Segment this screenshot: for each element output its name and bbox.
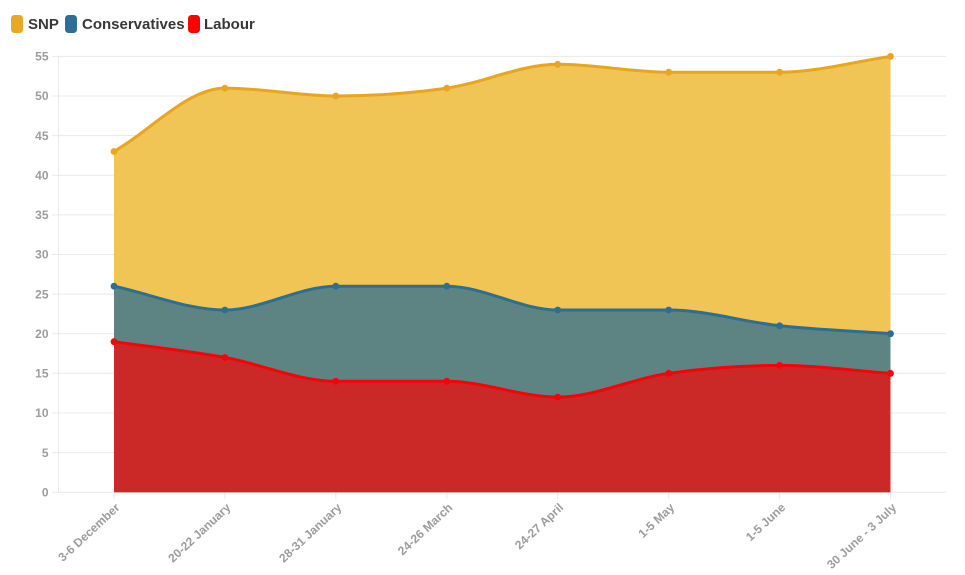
svg-text:0: 0 [42,485,49,499]
svg-text:25: 25 [35,287,49,301]
svg-text:50: 50 [35,89,49,103]
svg-text:28-31 January: 28-31 January [276,500,344,565]
svg-text:5: 5 [42,446,49,460]
svg-text:3-6 December: 3-6 December [55,500,122,564]
svg-text:20: 20 [35,327,49,341]
svg-text:1-5 June: 1-5 June [743,500,788,544]
svg-text:45: 45 [35,129,49,143]
svg-text:10: 10 [35,406,49,420]
svg-text:35: 35 [35,208,49,222]
svg-text:24-27 April: 24-27 April [512,500,566,552]
svg-text:55: 55 [35,50,49,64]
svg-text:30: 30 [35,248,49,262]
svg-text:15: 15 [35,367,49,381]
svg-text:40: 40 [35,169,49,183]
svg-text:1-5 May: 1-5 May [635,500,677,540]
svg-text:30 June - 3 July: 30 June - 3 July [824,500,899,571]
svg-text:20-22 January: 20-22 January [165,500,233,565]
svg-text:24-26 March: 24-26 March [395,500,455,558]
